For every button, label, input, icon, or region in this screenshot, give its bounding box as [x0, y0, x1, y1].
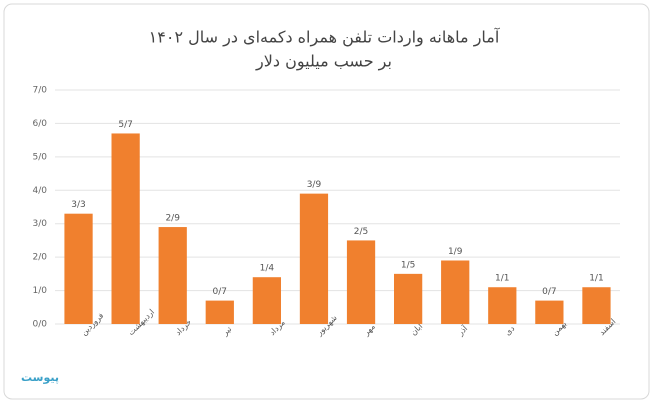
bar — [346, 240, 376, 324]
value-label: 2/9 — [165, 214, 180, 224]
value-label: 1/5 — [401, 260, 415, 270]
y-tick-label: 3/0 — [33, 219, 48, 229]
value-label: 1/9 — [448, 247, 463, 257]
y-tick-label: 2/0 — [33, 253, 48, 263]
bar — [252, 277, 281, 324]
bar — [488, 287, 517, 324]
chart-title: آمار ماهانه واردات تلفن همراه دکمه‌ای در… — [149, 28, 501, 48]
y-tick-label: 6/0 — [33, 119, 48, 129]
y-tick-label: 0/0 — [33, 320, 48, 330]
y-tick-label: 1/0 — [33, 286, 48, 296]
value-label: 1/1 — [589, 274, 603, 284]
y-tick-label: 4/0 — [33, 186, 48, 196]
bar — [394, 273, 423, 324]
bar — [441, 260, 470, 324]
value-label: 5/7 — [118, 120, 132, 130]
bar — [158, 227, 187, 324]
logo: پیوست — [21, 371, 59, 384]
value-label: 1/1 — [495, 274, 509, 284]
bar — [111, 133, 140, 324]
bar — [535, 300, 564, 324]
value-label: 2/5 — [354, 227, 368, 237]
value-label: 0/7 — [213, 287, 227, 297]
bar — [64, 213, 93, 324]
y-tick-label: 7/0 — [33, 86, 48, 96]
value-label: 3/9 — [307, 180, 322, 190]
value-label: 1/4 — [260, 264, 275, 274]
bar — [582, 287, 611, 324]
bar — [299, 193, 329, 324]
chart-subtitle: بر حسب میلیون دلار — [255, 52, 392, 72]
y-tick-label: 5/0 — [33, 152, 48, 162]
bar — [205, 300, 234, 324]
value-label: 3/3 — [71, 200, 85, 210]
value-label: 0/7 — [542, 287, 556, 297]
